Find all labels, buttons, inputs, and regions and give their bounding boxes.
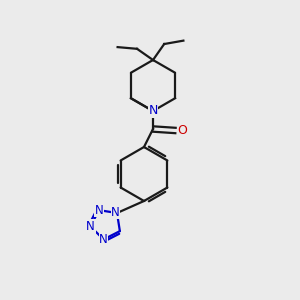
- Text: N: N: [148, 104, 158, 118]
- Text: N: N: [111, 206, 120, 219]
- Text: N: N: [94, 204, 103, 217]
- Text: O: O: [177, 124, 187, 137]
- Text: N: N: [99, 233, 108, 246]
- Text: N: N: [86, 220, 95, 233]
